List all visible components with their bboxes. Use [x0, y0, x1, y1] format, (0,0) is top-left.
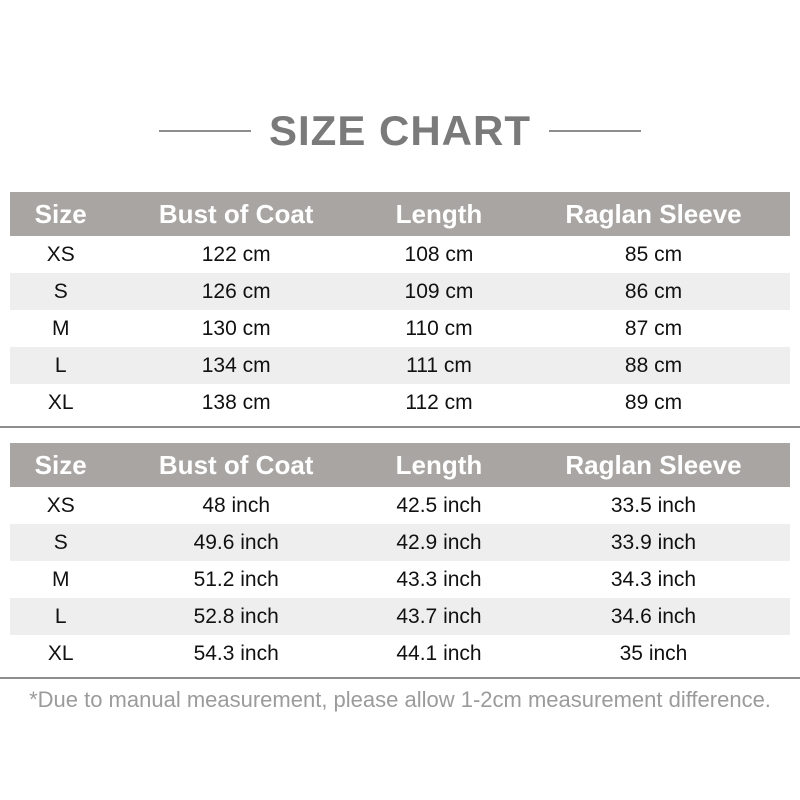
table-row: L 134 cm 111 cm 88 cm	[10, 347, 790, 385]
size-table-cm: Size Bust of Coat Length Raglan Sleeve XS 122…	[10, 192, 790, 421]
table-cell: 85 cm	[624, 242, 683, 266]
size-table-inch: Size Bust of Coat Length Raglan Sleeve XS 48 …	[10, 443, 790, 672]
table-cell: 89 cm	[624, 390, 683, 414]
table-cell: XS	[46, 242, 75, 266]
table-cell: 42.9 inch	[396, 530, 482, 554]
table-cell: 86 cm	[624, 279, 683, 303]
column-header: Bust of Coat	[111, 192, 361, 237]
column-header: Bust of Coat	[111, 443, 361, 488]
table-row: L 52.8 inch 43.7 inch 34.6 inch	[10, 598, 790, 636]
header-row: Size Bust of Coat Length Raglan Sleeve	[10, 192, 790, 237]
table-cell: XL	[47, 390, 74, 414]
table-cell: 43.3 inch	[396, 567, 482, 591]
column-header: Size	[10, 192, 112, 237]
title-right-line	[549, 130, 641, 133]
table-cell: 33.9 inch	[610, 530, 697, 554]
table-cell: 33.5 inch	[610, 493, 697, 517]
table-row: XL 138 cm 112 cm 89 cm	[10, 384, 790, 421]
table-cell: 138 cm	[201, 390, 271, 414]
table-cell: S	[53, 530, 68, 554]
table-cell: 111 cm	[406, 353, 472, 377]
table-cell: 122 cm	[201, 242, 271, 266]
column-header: Length	[360, 443, 517, 488]
table-row: XS 48 inch 42.5 inch 33.5 inch	[10, 487, 790, 524]
table-cell: 43.7 inch	[396, 604, 482, 628]
divider-line	[0, 426, 800, 429]
column-header: Length	[360, 192, 517, 237]
table-cell: 130 cm	[201, 316, 271, 340]
table-cell: 88 cm	[624, 353, 683, 377]
page-title: SIZE CHART	[269, 107, 531, 154]
table-cell: 42.5 inch	[396, 493, 482, 517]
table-cell: 109 cm	[404, 279, 474, 303]
table-row: S 126 cm 109 cm 86 cm	[10, 273, 790, 311]
table-cell: 110 cm	[405, 316, 473, 340]
table-cell: 134 cm	[201, 353, 271, 377]
table-cell: 48 inch	[202, 493, 271, 517]
divider-line	[0, 677, 800, 680]
table-cell: M	[51, 567, 70, 591]
table-row: XS 122 cm 108 cm 85 cm	[10, 236, 790, 273]
header-row: Size Bust of Coat Length Raglan Sleeve	[10, 443, 790, 488]
table-cell: 126 cm	[201, 279, 271, 303]
table-cell: 112 cm	[405, 390, 473, 414]
table-cell: S	[53, 279, 68, 303]
title-left-line	[159, 130, 251, 133]
table-cell: 35 inch	[619, 641, 688, 665]
measurement-note: *Due to manual measurement, please allow…	[29, 687, 771, 713]
table-cell: 54.3 inch	[193, 641, 279, 665]
table-cell: M	[51, 316, 70, 340]
table-cell: 49.6 inch	[193, 530, 279, 554]
table-cell: 44.1 inch	[396, 641, 482, 665]
column-header: Size	[10, 443, 112, 488]
table-cell: XS	[46, 493, 75, 517]
table-row: M 130 cm 110 cm 87 cm	[10, 310, 790, 347]
table-cell: 34.6 inch	[610, 604, 697, 628]
column-header: Raglan Sleeve	[516, 192, 790, 237]
table-cell: 108 cm	[404, 242, 474, 266]
title-section: SIZE CHART	[0, 0, 800, 154]
column-header: Raglan Sleeve	[516, 443, 790, 488]
table-cell: 51.2 inch	[193, 567, 279, 591]
table-cell: L	[54, 353, 67, 377]
table-row: S 49.6 inch 42.9 inch 33.9 inch	[10, 524, 790, 562]
table-row: XL 54.3 inch 44.1 inch 35 inch	[10, 635, 790, 672]
table-row: M 51.2 inch 43.3 inch 34.3 inch	[10, 561, 790, 598]
table-cell: 87 cm	[624, 316, 683, 340]
table-cell: L	[54, 604, 67, 628]
table-cell: 34.3 inch	[610, 567, 697, 591]
table-cell: 52.8 inch	[193, 604, 279, 628]
table-cell: XL	[47, 641, 74, 665]
